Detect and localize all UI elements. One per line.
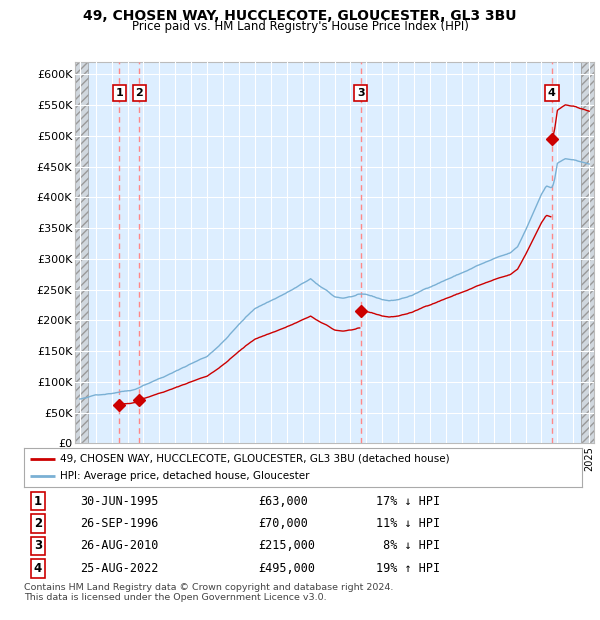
Bar bbox=[75, 62, 88, 443]
Text: 26-SEP-1996: 26-SEP-1996 bbox=[80, 517, 158, 530]
Text: 25-AUG-2022: 25-AUG-2022 bbox=[80, 562, 158, 575]
Text: 1: 1 bbox=[34, 495, 42, 508]
Text: 8% ↓ HPI: 8% ↓ HPI bbox=[376, 539, 440, 552]
Text: 26-AUG-2010: 26-AUG-2010 bbox=[80, 539, 158, 552]
Text: 11% ↓ HPI: 11% ↓ HPI bbox=[376, 517, 440, 530]
Bar bbox=[75, 62, 88, 443]
Text: 49, CHOSEN WAY, HUCCLECOTE, GLOUCESTER, GL3 3BU (detached house): 49, CHOSEN WAY, HUCCLECOTE, GLOUCESTER, … bbox=[60, 454, 450, 464]
Text: Contains HM Land Registry data © Crown copyright and database right 2024.
This d: Contains HM Land Registry data © Crown c… bbox=[24, 583, 394, 602]
Text: 17% ↓ HPI: 17% ↓ HPI bbox=[376, 495, 440, 508]
Text: 49, CHOSEN WAY, HUCCLECOTE, GLOUCESTER, GL3 3BU: 49, CHOSEN WAY, HUCCLECOTE, GLOUCESTER, … bbox=[83, 9, 517, 24]
Text: £63,000: £63,000 bbox=[259, 495, 308, 508]
Text: 3: 3 bbox=[357, 88, 365, 98]
Text: Price paid vs. HM Land Registry's House Price Index (HPI): Price paid vs. HM Land Registry's House … bbox=[131, 20, 469, 33]
Text: 2: 2 bbox=[34, 517, 42, 530]
Bar bbox=[581, 62, 594, 443]
Text: £495,000: £495,000 bbox=[259, 562, 316, 575]
Bar bbox=[581, 62, 594, 443]
Text: 1: 1 bbox=[116, 88, 123, 98]
Text: HPI: Average price, detached house, Gloucester: HPI: Average price, detached house, Glou… bbox=[60, 471, 310, 481]
Text: £215,000: £215,000 bbox=[259, 539, 316, 552]
Text: 2: 2 bbox=[136, 88, 143, 98]
Text: 19% ↑ HPI: 19% ↑ HPI bbox=[376, 562, 440, 575]
Text: 30-JUN-1995: 30-JUN-1995 bbox=[80, 495, 158, 508]
Text: 3: 3 bbox=[34, 539, 42, 552]
Text: 4: 4 bbox=[548, 88, 556, 98]
Text: £70,000: £70,000 bbox=[259, 517, 308, 530]
Text: 4: 4 bbox=[34, 562, 42, 575]
